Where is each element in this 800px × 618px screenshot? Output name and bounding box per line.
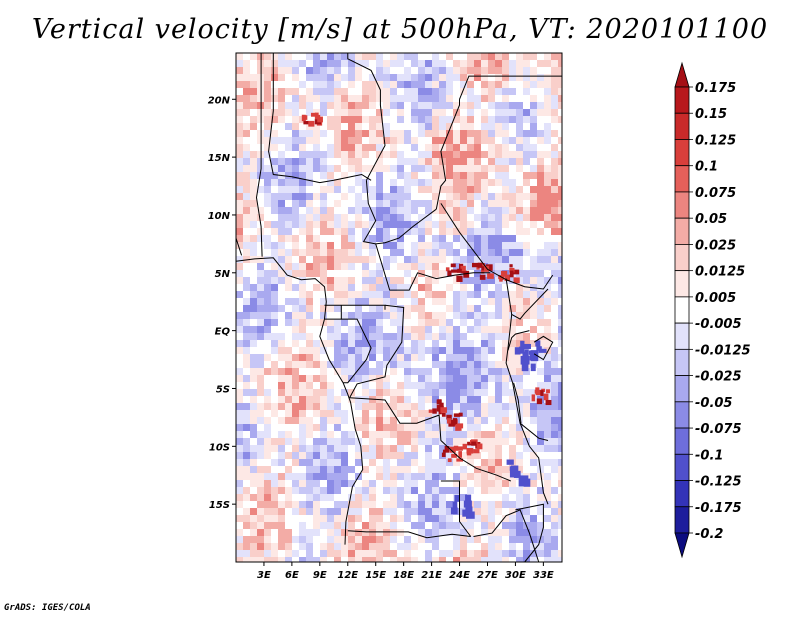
x-tick-label: 9E (313, 570, 327, 581)
colorbar-swatch (674, 61, 690, 88)
software-credit: GrADS: IGES/COLA (4, 603, 91, 613)
y-tick-label: 20N (208, 95, 231, 106)
colorbar-swatch (674, 139, 690, 167)
y-tick-label: 5N (215, 269, 231, 280)
colorbar-label: 0.175 (695, 81, 736, 96)
colorbar-label: 0.15 (695, 107, 727, 122)
y-tick-label: 10N (208, 211, 231, 222)
colorbar-label: 0.05 (695, 212, 727, 227)
y-tick-label: 5S (216, 384, 230, 395)
x-tick-label: 27E (477, 570, 498, 581)
y-tick-label: 15N (208, 153, 231, 164)
y-tick-label: 15S (209, 500, 230, 511)
colorbar-swatch (674, 322, 690, 350)
colorbar-swatch (674, 506, 690, 534)
y-tick-label: 10S (209, 442, 230, 453)
x-tick-label: 18E (393, 570, 414, 581)
colorbar-label: -0.075 (695, 422, 742, 437)
x-axis: 3E 6E 9E 12E 15E 18E 21E 24E 27E 30E 33E (257, 562, 554, 581)
colorbar-label: -0.05 (695, 396, 732, 411)
colorbar-label: -0.175 (695, 501, 742, 516)
colorbar: 0.175 0.15 0.125 0.1 0.075 0.05 0.025 0.0125 0.0… (674, 61, 751, 559)
x-tick-label: 3E (257, 570, 271, 581)
colorbar-swatch (674, 453, 690, 481)
colorbar-label: -0.125 (695, 475, 742, 490)
colorbar-label: 0.025 (695, 238, 736, 253)
x-tick-label: 15E (365, 570, 386, 581)
colorbar-label: 0.125 (695, 133, 736, 148)
colorbar-swatch (674, 165, 690, 193)
chart-title: Vertical velocity [m/s] at 500hPa, VT: 2… (31, 14, 769, 45)
country-borders (235, 53, 562, 563)
colorbar-label: 0.0125 (695, 265, 745, 280)
x-tick-label: 12E (337, 570, 358, 581)
colorbar-swatch (674, 348, 690, 376)
map-field (236, 53, 562, 562)
x-tick-label: 6E (285, 570, 299, 581)
x-tick-label: 24E (449, 570, 470, 581)
colorbar-swatch (674, 86, 690, 114)
colorbar-swatch (674, 217, 690, 245)
colorbar-swatch (674, 270, 690, 298)
y-axis: 20N 15N 10N 5N EQ 5S 10S 15S (208, 95, 236, 511)
map-frame (235, 52, 563, 563)
colorbar-label: 0.075 (695, 186, 736, 201)
colorbar-swatch (674, 191, 690, 219)
x-tick-label: 21E (421, 570, 442, 581)
y-tick-label: EQ (215, 327, 231, 338)
colorbar-label: -0.005 (695, 317, 742, 332)
colorbar-label: -0.0125 (695, 343, 751, 358)
colorbar-label: -0.2 (695, 527, 723, 542)
colorbar-swatch (674, 112, 690, 140)
colorbar-swatch (674, 532, 690, 559)
colorbar-label: -0.1 (695, 448, 723, 463)
colorbar-swatch (674, 375, 690, 403)
x-tick-label: 30E (505, 570, 526, 581)
colorbar-label: -0.025 (695, 370, 742, 385)
colorbar-swatch (674, 296, 690, 324)
colorbar-swatch (674, 480, 690, 508)
colorbar-swatch (674, 244, 690, 272)
colorbar-label: 0.005 (695, 291, 736, 306)
colorbar-swatch (674, 401, 690, 429)
colorbar-swatch (674, 427, 690, 455)
colorbar-label: 0.1 (695, 160, 718, 175)
x-tick-label: 33E (533, 570, 554, 581)
